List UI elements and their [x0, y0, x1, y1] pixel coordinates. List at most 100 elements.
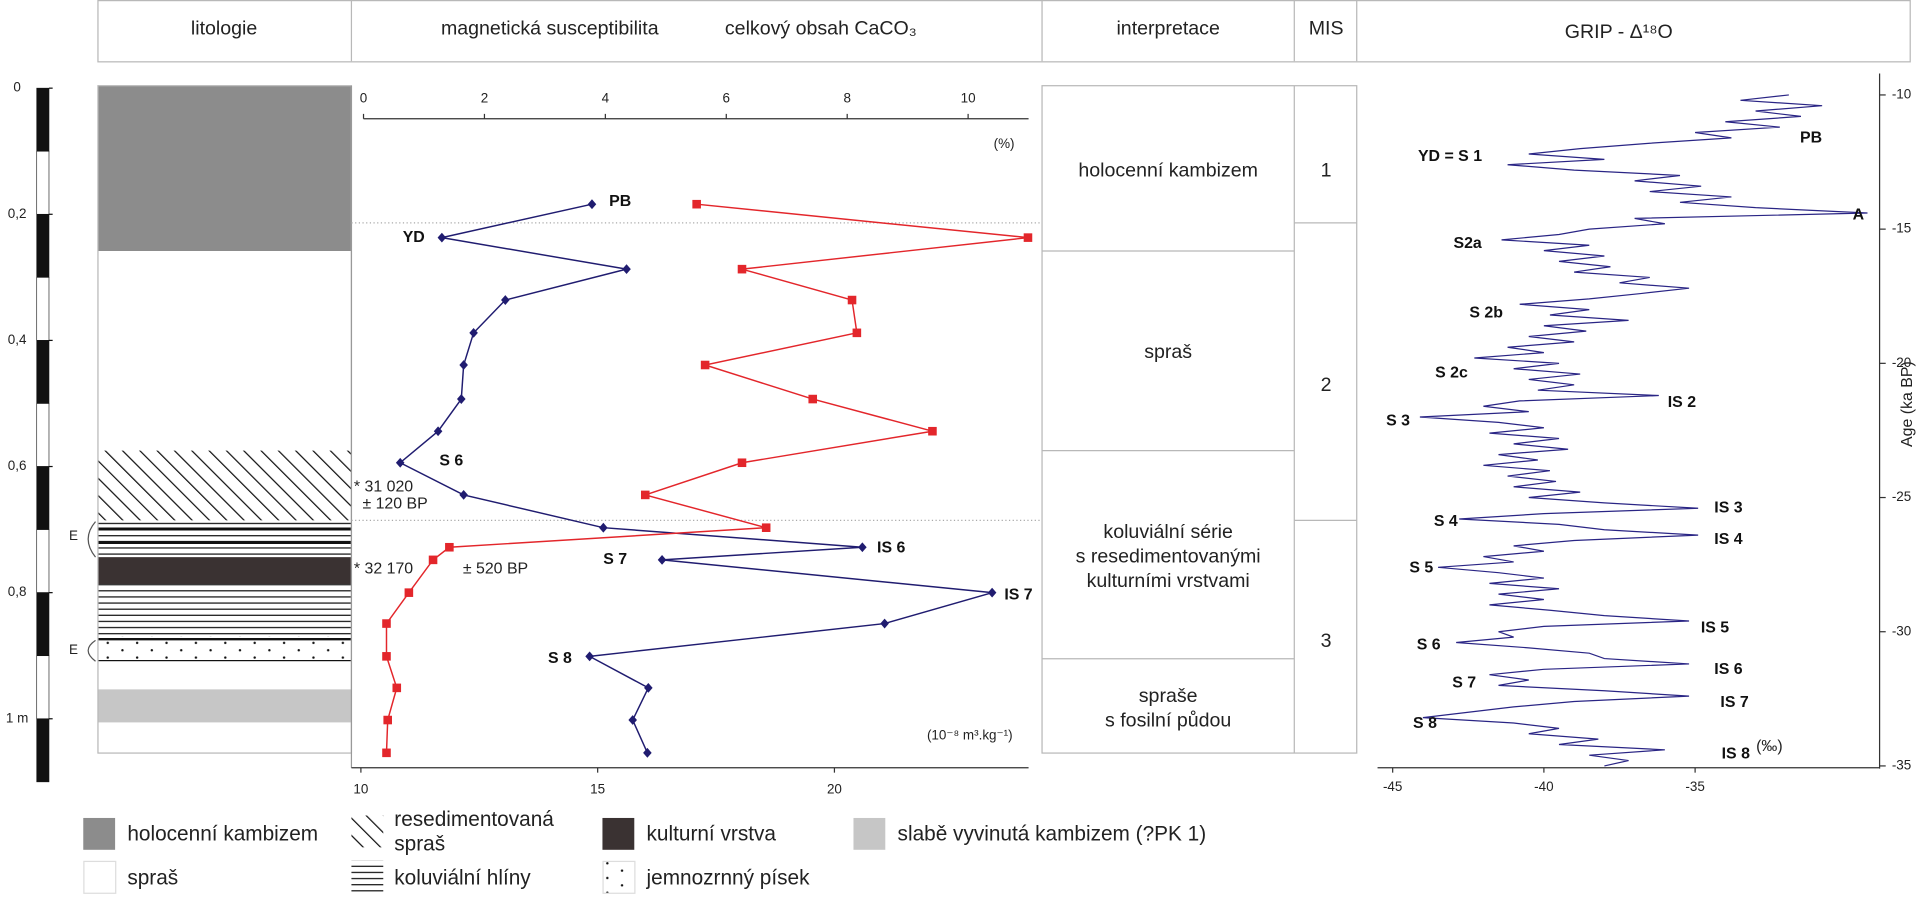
- header-frame: [97, 0, 1911, 63]
- grip-annotation: S 5: [1409, 559, 1433, 576]
- depth-bar: [36, 466, 50, 530]
- marker: [437, 232, 447, 243]
- layer: [97, 689, 352, 723]
- header-series: magnetická susceptibilita: [441, 18, 659, 40]
- depth-tick-label: 0,4: [8, 332, 27, 347]
- marker: [1023, 233, 1033, 242]
- depth-bar: [36, 718, 50, 783]
- marker: [585, 651, 594, 662]
- marker: [987, 587, 997, 598]
- point-label: S 8: [548, 650, 572, 667]
- layer: [97, 450, 352, 521]
- marker: [459, 360, 468, 370]
- layer: [97, 722, 352, 754]
- y-tick-label: -30: [1892, 623, 1911, 638]
- header: litologie magnetická susceptibilita celk…: [97, 0, 1911, 63]
- layer: [97, 636, 352, 662]
- marker: [847, 295, 857, 305]
- interpretation-text: s fosilní půdou: [1105, 709, 1231, 731]
- grip-annotation: S 7: [1452, 674, 1476, 691]
- annotation: ± 120 BP: [362, 496, 427, 513]
- x-tick-label: -40: [1534, 779, 1553, 794]
- point-label: IS 6: [877, 540, 905, 557]
- marker: [928, 426, 937, 436]
- interpretation-text: kulturními vrstvami: [1087, 570, 1250, 592]
- marker: [700, 360, 710, 370]
- legend: holocenní kambizem resedimentovaná spraš…: [83, 808, 1207, 894]
- x-tick-label: -45: [1383, 779, 1402, 794]
- marker: [737, 458, 747, 468]
- legend-label: spraš: [127, 867, 178, 890]
- mis-label: 1: [1321, 160, 1332, 182]
- marker: [628, 715, 637, 725]
- interpretation-text: koluviální série: [1103, 521, 1233, 543]
- marker: [808, 394, 818, 404]
- x-tick-label: -35: [1685, 779, 1704, 794]
- x2-tick-label: 4: [602, 91, 610, 106]
- interpretation-text: spraš: [1144, 341, 1192, 363]
- marker: [737, 264, 747, 274]
- marker: [643, 747, 652, 758]
- grip-annotation: IS 6: [1714, 661, 1742, 678]
- bracket: [87, 639, 96, 662]
- interpretation-text: spraše: [1139, 685, 1198, 707]
- erosion-mark: E: [69, 528, 78, 543]
- layer: [97, 520, 352, 558]
- legend-label: spraš: [394, 832, 445, 855]
- grip-annotation: IS 5: [1701, 619, 1729, 636]
- lithology: E E: [69, 85, 353, 754]
- grip-annotation: S 2b: [1469, 305, 1503, 322]
- grip-annotation: S 3: [1386, 412, 1410, 429]
- legend-swatch: [602, 860, 636, 894]
- marker: [692, 199, 701, 209]
- layer: [97, 661, 352, 690]
- marker: [622, 264, 631, 275]
- marker: [644, 682, 653, 693]
- x-tick-label: 20: [827, 781, 842, 796]
- grip-annotation: A: [1853, 207, 1865, 224]
- interpretation-text: s resedimentovanými: [1076, 545, 1261, 567]
- grip-annotation: S 8: [1413, 715, 1437, 732]
- depth-tick-label: 0,2: [8, 206, 27, 221]
- marker: [382, 619, 391, 628]
- annotation: * 31 020: [354, 479, 413, 496]
- point-label: S 6: [439, 453, 463, 470]
- point-label: YD: [403, 229, 425, 246]
- marker: [433, 426, 443, 437]
- interpretation-text: holocenní kambizem: [1078, 160, 1258, 182]
- legend-label: slabě vyvinutá kambizem (?PK 1): [898, 823, 1207, 846]
- depth-tick-label: 1 m: [6, 710, 28, 725]
- depth-bar: [36, 403, 50, 467]
- legend-swatch: [83, 817, 116, 850]
- depth-bar: [36, 87, 50, 152]
- x-tick-label: 10: [353, 781, 368, 796]
- interpretation: holocenní kambizem spraš koluviální séri…: [1041, 85, 1358, 754]
- interpretation-frame: [1041, 85, 1358, 754]
- marker: [469, 327, 478, 338]
- depth-bar: [36, 150, 50, 215]
- legend-swatch: [602, 817, 635, 850]
- depth-bar: [36, 592, 50, 657]
- marker: [404, 588, 414, 597]
- x2-tick-label: 8: [843, 91, 850, 106]
- marker: [445, 542, 454, 552]
- x-axis-label: (‰): [1756, 738, 1783, 755]
- grip-annotation: S 2c: [1435, 365, 1468, 382]
- marker: [761, 523, 771, 532]
- grip-annotation: IS 4: [1714, 531, 1742, 548]
- grip-annotation: IS 2: [1668, 394, 1696, 411]
- marker: [395, 457, 405, 468]
- depth-bar: [36, 213, 50, 278]
- depth-tick-label: 0,8: [8, 584, 27, 599]
- grip-line: [1419, 94, 1868, 767]
- legend-swatch: [853, 817, 886, 850]
- marker: [852, 328, 862, 338]
- annotation: * 32 170: [354, 561, 413, 578]
- depth-bar: [36, 277, 50, 341]
- legend-swatch: [351, 860, 384, 893]
- x2-tick-label: 6: [723, 91, 730, 106]
- legend-label: holocenní kambizem: [127, 823, 318, 846]
- y-tick-label: -25: [1892, 489, 1911, 504]
- point-label: PB: [609, 193, 631, 210]
